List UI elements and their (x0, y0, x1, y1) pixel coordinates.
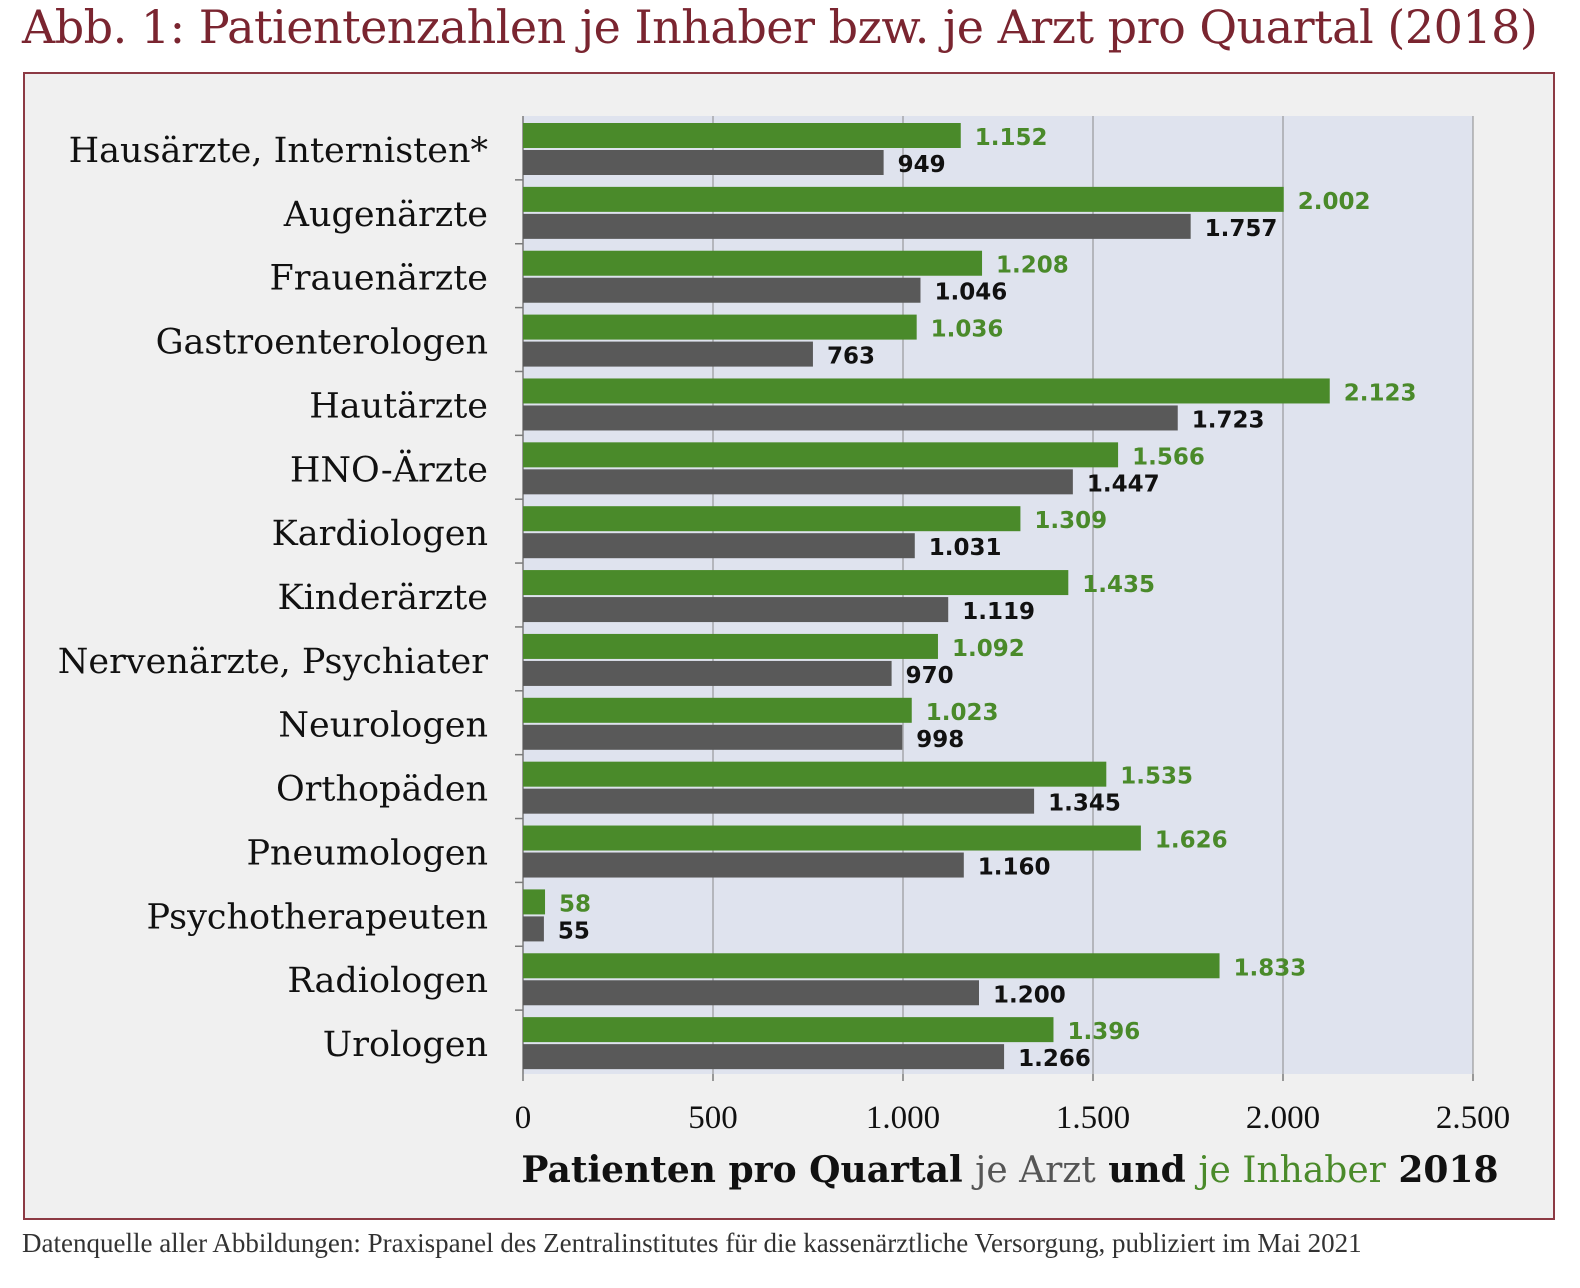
category-label: Augenärzte (283, 195, 488, 235)
bar-je-inhaber (523, 314, 917, 340)
bar-je-arzt (523, 469, 1073, 495)
bar-je-arzt (523, 277, 921, 303)
figure-title: Abb. 1: Patientenzahlen je Inhaber bzw. … (22, 0, 1538, 54)
data-label-je-arzt: 1.046 (934, 280, 1007, 306)
data-label-je-arzt: 1.160 (978, 855, 1051, 881)
bar-je-inhaber (523, 570, 1069, 596)
data-label-je-arzt: 1.266 (1018, 1046, 1091, 1072)
bar-je-inhaber (523, 889, 546, 915)
data-label-je-inhaber: 1.152 (975, 125, 1048, 151)
data-label-je-arzt: 1.723 (1192, 407, 1265, 433)
bar-je-arzt (523, 980, 979, 1006)
data-label-je-inhaber: 1.535 (1120, 764, 1193, 790)
data-source-note: Datenquelle aller Abbildungen: Praxispan… (22, 1228, 1362, 1258)
data-label-je-inhaber: 1.626 (1155, 828, 1228, 854)
bar-je-inhaber (523, 1017, 1054, 1043)
data-label-je-inhaber: 58 (559, 891, 591, 917)
bar-je-arzt (523, 150, 884, 175)
x-axis-label-part: 2018 (1386, 1149, 1499, 1191)
data-label-je-inhaber: 1.092 (952, 636, 1025, 662)
data-label-je-arzt: 55 (558, 918, 590, 944)
category-label: Hausärzte, Internisten* (69, 131, 488, 171)
x-tick-label: 500 (688, 1100, 738, 1136)
bar-je-arzt (523, 1044, 1005, 1070)
bar-je-inhaber (523, 442, 1119, 468)
bar-je-arzt (523, 405, 1178, 431)
bar-je-inhaber (523, 250, 983, 276)
bars (523, 123, 1330, 1070)
data-label-je-arzt: 763 (827, 344, 875, 370)
x-axis-label-part: Patienten pro Quartal (521, 1149, 975, 1191)
data-label-je-inhaber: 1.036 (931, 317, 1004, 343)
x-tick-label: 2.000 (1246, 1100, 1320, 1136)
bar-je-arzt (523, 213, 1191, 239)
category-label: Radiologen (287, 961, 488, 1001)
data-label-je-arzt: 970 (906, 663, 954, 689)
data-label-je-arzt: 998 (916, 727, 964, 753)
x-tick-label: 1.500 (1056, 1100, 1130, 1136)
bar-je-inhaber (523, 953, 1220, 979)
category-label: Urologen (323, 1025, 488, 1065)
category-label: Kinderärzte (277, 578, 488, 618)
data-label-je-arzt: 1.447 (1087, 471, 1160, 497)
bar-je-arzt (523, 852, 964, 878)
x-tick-label: 0 (515, 1100, 532, 1136)
bar-je-arzt (523, 660, 892, 686)
data-label-je-inhaber: 1.208 (996, 253, 1069, 279)
data-label-je-arzt: 1.031 (929, 535, 1002, 561)
bar-je-arzt (523, 597, 949, 623)
x-axis-ticks: 0 500 1.000 1.500 2.000 2.500 (515, 1074, 1510, 1136)
category-label: Kardiologen (272, 514, 488, 554)
category-label: Psychotherapeuten (147, 897, 488, 937)
category-label: HNO-Ärzte (290, 448, 488, 490)
bar-je-inhaber (523, 825, 1141, 851)
bar-je-arzt (523, 788, 1035, 814)
data-label-je-arzt: 1.200 (993, 982, 1066, 1008)
x-tick-label: 1.000 (866, 1100, 940, 1136)
bar-je-arzt (523, 533, 915, 559)
data-label-je-inhaber: 1.566 (1132, 444, 1205, 470)
x-axis-label: Patienten pro Quartal je Arzt und je Inh… (521, 1149, 1498, 1191)
category-label: Gastroenterologen (156, 323, 488, 363)
category-label: Neurologen (278, 706, 488, 746)
data-label-je-inhaber: 2.123 (1344, 380, 1417, 406)
bar-je-arzt (523, 916, 544, 942)
category-label: Hautärzte (309, 386, 488, 426)
bar-je-inhaber (523, 761, 1107, 787)
data-label-je-arzt: 1.119 (962, 599, 1035, 625)
data-label-je-inhaber: 1.023 (926, 700, 999, 726)
data-label-je-arzt: 949 (898, 152, 946, 178)
data-label-je-inhaber: 1.435 (1082, 572, 1155, 598)
category-labels: Hausärzte, Internisten* Augenärzte Frauenä… (58, 131, 488, 1065)
x-axis-label-part: je Arzt (971, 1150, 1096, 1191)
data-label-je-arzt: 1.345 (1048, 791, 1121, 817)
x-axis-label-part: je Inhaber (1194, 1150, 1386, 1191)
category-label: Frauenärzte (270, 259, 489, 299)
bar-je-inhaber (523, 633, 938, 659)
bar-je-inhaber (523, 697, 912, 723)
category-label: Pneumologen (246, 833, 488, 873)
category-label: Orthopäden (276, 770, 488, 810)
data-label-je-inhaber: 1.833 (1234, 955, 1307, 981)
bar-je-arzt (523, 724, 903, 750)
bar-je-inhaber (523, 378, 1330, 404)
x-tick-label: 2.500 (1436, 1100, 1510, 1136)
bar-je-arzt (523, 341, 813, 367)
category-label: Nervenärzte, Psychiater (58, 642, 488, 682)
data-label-je-inhaber: 1.396 (1067, 1019, 1140, 1045)
x-axis-label-part: und (1096, 1149, 1199, 1191)
bar-je-inhaber (523, 123, 961, 148)
data-label-je-arzt: 1.757 (1205, 216, 1278, 242)
bar-je-inhaber (523, 506, 1021, 532)
bar-je-inhaber (523, 186, 1284, 212)
data-label-je-inhaber: 1.309 (1034, 508, 1107, 534)
data-label-je-inhaber: 2.002 (1298, 189, 1371, 215)
